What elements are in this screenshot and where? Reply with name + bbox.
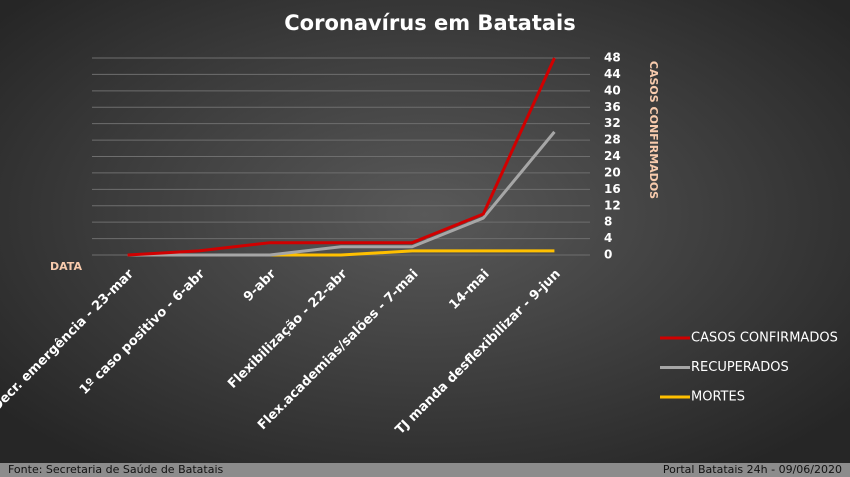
footer-bar [0,463,850,477]
y-tick-label: 40 [604,83,621,97]
y-tick-label: 48 [604,51,621,65]
credit: Portal Batatais 24h - 09/06/2020 [663,463,842,476]
source: Fonte: Secretaria de Saúde de Batatais [8,463,224,476]
legend-label: CASOS CONFIRMADOS [691,331,838,346]
y-tick-label: 24 [604,149,621,163]
y-tick-label: 0 [604,248,612,262]
y-axis-label: CASOS CONFIRMADOS [647,61,660,199]
y-tick-label: 4 [604,231,612,245]
legend-label: RECUPERADOS [691,360,789,375]
y-tick-label: 28 [604,133,621,147]
y-tick-label: 12 [604,198,621,212]
y-tick-label: 32 [604,116,621,130]
x-axis-label: DATA [50,260,82,273]
y-tick-label: 20 [604,165,621,179]
series-line [127,57,556,257]
series-line [127,130,556,257]
y-tick-label: 8 [604,215,612,229]
y-tick-label: 36 [604,100,621,114]
y-tick-label: 16 [604,182,621,196]
y-tick-label: 44 [604,67,621,81]
chart-title: Coronavírus em Batatais [284,11,575,35]
legend-label: MORTES [691,390,745,405]
